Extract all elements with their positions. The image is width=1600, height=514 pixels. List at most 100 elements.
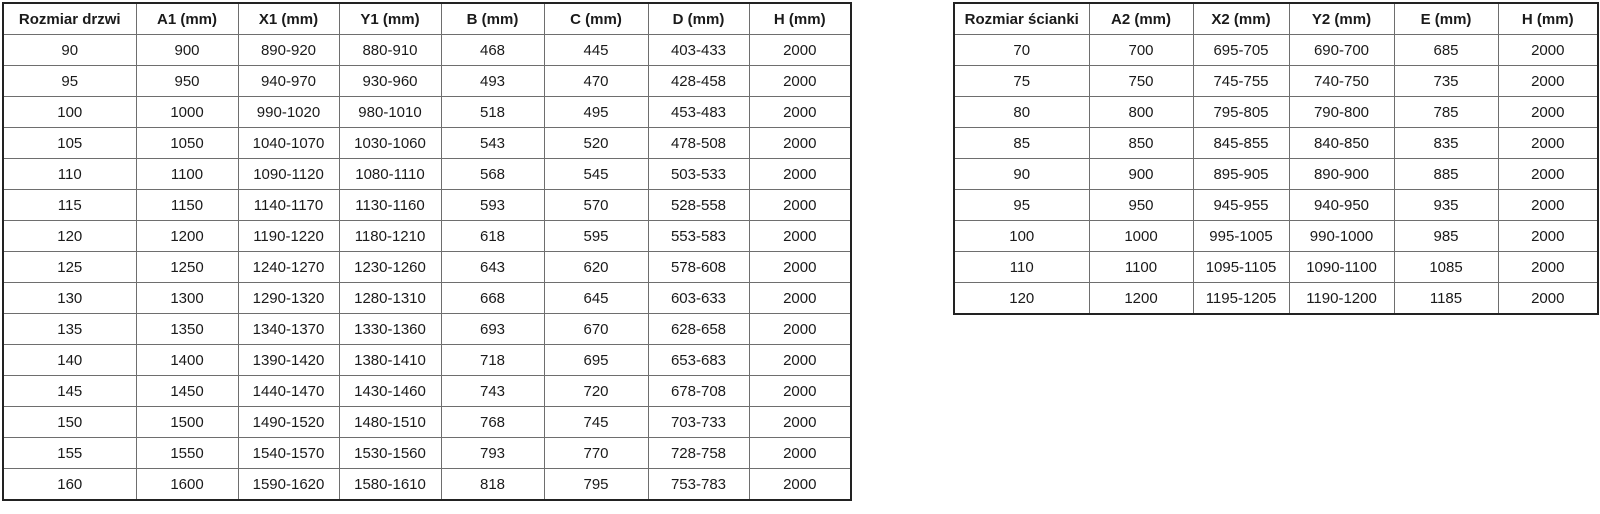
- column-header: H (mm): [1497, 2, 1599, 35]
- table-cell: 890-920: [237, 34, 340, 66]
- table-cell: 595: [543, 220, 649, 252]
- table-cell: 140: [2, 344, 137, 376]
- door-size-table: Rozmiar drzwi A1 (mm) X1 (mm) Y1 (mm) B (mm)…: [2, 2, 852, 501]
- table-cell: 703-733: [647, 406, 750, 438]
- table-row: 105 1050 1040-1070 1030-1060 543 520 478-508 20…: [2, 127, 852, 159]
- table-cell: 145: [2, 375, 137, 407]
- table-cell: 1050: [135, 127, 239, 159]
- table-cell: 603-633: [647, 282, 750, 314]
- table-cell: 628-658: [647, 313, 750, 345]
- table-cell: 1090-1100: [1288, 251, 1395, 283]
- column-header: Rozmiar drzwi: [2, 2, 137, 35]
- table-cell: 2000: [1497, 34, 1599, 66]
- table-cell: 518: [440, 96, 545, 128]
- table-cell: 735: [1393, 65, 1499, 97]
- table-cell: 1190-1220: [237, 220, 340, 252]
- table-cell: 80: [953, 96, 1090, 128]
- column-header: C (mm): [543, 2, 649, 35]
- table-cell: 105: [2, 127, 137, 159]
- table-row: 160 1600 1590-1620 1580-1610 818 795 753-783 20…: [2, 468, 852, 501]
- table-row: 120 1200 1190-1220 1180-1210 618 595 553-583 20…: [2, 220, 852, 252]
- table-cell: 1350: [135, 313, 239, 345]
- table-cell: 880-910: [338, 34, 442, 66]
- table-cell: 125: [2, 251, 137, 283]
- table-row: 70 700 695-705 690-700 685 2000: [953, 34, 1599, 66]
- table-cell: 90: [953, 158, 1090, 190]
- wall-size-table-container: Rozmiar ścianki A2 (mm) X2 (mm) Y2 (mm) E (m…: [953, 2, 1599, 315]
- table-cell: 895-905: [1192, 158, 1290, 190]
- table-cell: 2000: [748, 220, 852, 252]
- column-header: H (mm): [748, 2, 852, 35]
- table-cell: 2000: [1497, 251, 1599, 283]
- column-header: B (mm): [440, 2, 545, 35]
- table-cell: 753-783: [647, 468, 750, 501]
- table-cell: 1540-1570: [237, 437, 340, 469]
- table-cell: 620: [543, 251, 649, 283]
- table-cell: 643: [440, 251, 545, 283]
- table-cell: 718: [440, 344, 545, 376]
- table-cell: 2000: [748, 375, 852, 407]
- table-cell: 1330-1360: [338, 313, 442, 345]
- table-cell: 845-855: [1192, 127, 1290, 159]
- wall-size-table: Rozmiar ścianki A2 (mm) X2 (mm) Y2 (mm) E (m…: [953, 2, 1599, 315]
- table-cell: 1530-1560: [338, 437, 442, 469]
- door-table-header-row: Rozmiar drzwi A1 (mm) X1 (mm) Y1 (mm) B (mm)…: [2, 2, 852, 35]
- table-row: 145 1450 1440-1470 1430-1460 743 720 678-708 20…: [2, 375, 852, 407]
- table-cell: 1190-1200: [1288, 282, 1395, 315]
- table-cell: 100: [953, 220, 1090, 252]
- column-header: Y1 (mm): [338, 2, 442, 35]
- column-header: Rozmiar ścianki: [953, 2, 1090, 35]
- table-cell: 685: [1393, 34, 1499, 66]
- table-row: 155 1550 1540-1570 1530-1560 793 770 728-758 20…: [2, 437, 852, 469]
- table-cell: 900: [1088, 158, 1194, 190]
- table-cell: 795: [543, 468, 649, 501]
- table-cell: 653-683: [647, 344, 750, 376]
- table-cell: 690-700: [1288, 34, 1395, 66]
- table-cell: 768: [440, 406, 545, 438]
- table-cell: 940-970: [237, 65, 340, 97]
- table-cell: 1030-1060: [338, 127, 442, 159]
- table-cell: 115: [2, 189, 137, 221]
- table-cell: 2000: [748, 96, 852, 128]
- table-cell: 1095-1105: [1192, 251, 1290, 283]
- table-cell: 1000: [135, 96, 239, 128]
- table-row: 80 800 795-805 790-800 785 2000: [953, 96, 1599, 128]
- table-cell: 470: [543, 65, 649, 97]
- table-cell: 850: [1088, 127, 1194, 159]
- table-cell: 2000: [1497, 282, 1599, 315]
- table-cell: 1130-1160: [338, 189, 442, 221]
- column-header: X1 (mm): [237, 2, 340, 35]
- table-cell: 750: [1088, 65, 1194, 97]
- table-cell: 995-1005: [1192, 220, 1290, 252]
- table-row: 85 850 845-855 840-850 835 2000: [953, 127, 1599, 159]
- table-cell: 493: [440, 65, 545, 97]
- table-cell: 2000: [748, 65, 852, 97]
- table-cell: 2000: [748, 127, 852, 159]
- table-cell: 2000: [748, 406, 852, 438]
- table-cell: 75: [953, 65, 1090, 97]
- table-cell: 110: [953, 251, 1090, 283]
- table-cell: 800: [1088, 96, 1194, 128]
- table-cell: 2000: [748, 313, 852, 345]
- table-cell: 1100: [135, 158, 239, 190]
- table-cell: 1450: [135, 375, 239, 407]
- table-row: 140 1400 1390-1420 1380-1410 718 695 653-683 20…: [2, 344, 852, 376]
- table-cell: 1590-1620: [237, 468, 340, 501]
- table-cell: 678-708: [647, 375, 750, 407]
- table-cell: 795-805: [1192, 96, 1290, 128]
- table-cell: 568: [440, 158, 545, 190]
- table-cell: 100: [2, 96, 137, 128]
- table-cell: 835: [1393, 127, 1499, 159]
- table-cell: 1600: [135, 468, 239, 501]
- table-cell: 985: [1393, 220, 1499, 252]
- table-cell: 1280-1310: [338, 282, 442, 314]
- table-cell: 980-1010: [338, 96, 442, 128]
- table-cell: 668: [440, 282, 545, 314]
- table-cell: 1550: [135, 437, 239, 469]
- table-cell: 720: [543, 375, 649, 407]
- table-cell: 2000: [1497, 189, 1599, 221]
- table-cell: 95: [953, 189, 1090, 221]
- table-row: 75 750 745-755 740-750 735 2000: [953, 65, 1599, 97]
- table-cell: 528-558: [647, 189, 750, 221]
- table-cell: 790-800: [1288, 96, 1395, 128]
